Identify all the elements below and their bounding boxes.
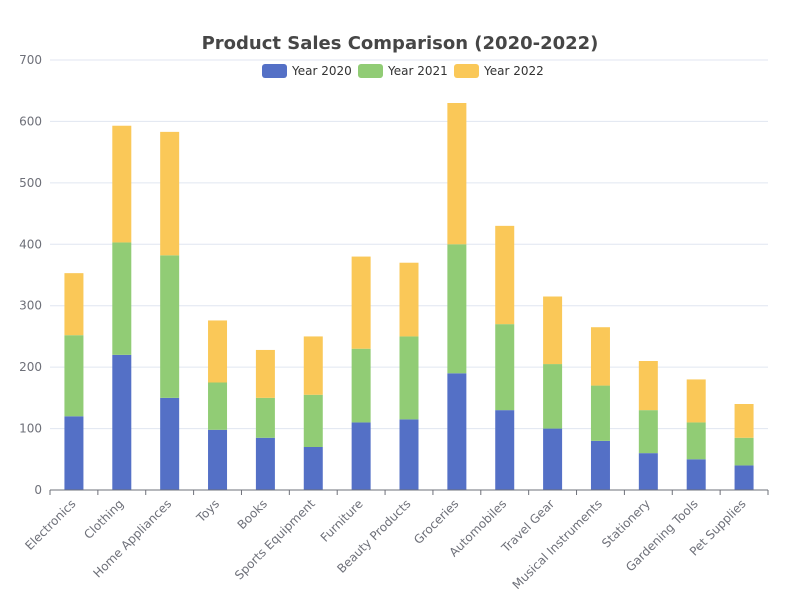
y-tick-label: 700	[19, 53, 42, 67]
bar-year-2021-travel-gear[interactable]	[543, 364, 563, 429]
bar-year-2022-automobiles[interactable]	[495, 225, 515, 325]
bar-year-2022-furniture[interactable]	[351, 256, 371, 349]
bar-year-2022-travel-gear[interactable]	[543, 296, 563, 365]
bar-year-2021-electronics[interactable]	[64, 335, 84, 417]
bar-year-2020-travel-gear[interactable]	[543, 428, 563, 490]
bar-year-2022-toys[interactable]	[208, 320, 228, 383]
y-tick-label: 600	[19, 114, 42, 128]
legend-item-year-2020[interactable]: Year 2020	[262, 64, 352, 78]
x-tick-label: Musical Instruments	[510, 497, 605, 592]
bar-year-2020-books[interactable]	[255, 437, 275, 490]
bar-year-2022-clothing[interactable]	[112, 125, 132, 243]
x-tick-label: Furniture	[318, 497, 366, 545]
y-tick-label: 200	[19, 360, 42, 374]
bar-year-2021-clothing[interactable]	[112, 242, 132, 355]
y-tick-label: 300	[19, 299, 42, 313]
bar-year-2021-furniture[interactable]	[351, 348, 371, 423]
bar-year-2020-stationery[interactable]	[638, 453, 658, 490]
bar-year-2021-books[interactable]	[255, 397, 275, 438]
legend-label: Year 2022	[483, 64, 544, 78]
bar-year-2020-gardening-tools[interactable]	[686, 459, 706, 490]
legend-swatch	[262, 64, 287, 78]
legend-label: Year 2021	[387, 64, 448, 78]
bar-year-2020-clothing[interactable]	[112, 354, 132, 490]
y-tick-label: 100	[19, 422, 42, 436]
bar-year-2021-musical-instruments[interactable]	[590, 385, 610, 441]
y-tick-label: 400	[19, 237, 42, 251]
bar-year-2022-gardening-tools[interactable]	[686, 379, 706, 423]
bar-year-2020-electronics[interactable]	[64, 416, 84, 490]
bar-year-2020-musical-instruments[interactable]	[590, 440, 610, 490]
bar-year-2020-automobiles[interactable]	[495, 410, 515, 490]
legend-label: Year 2020	[291, 64, 352, 78]
x-tick-label: Books	[235, 497, 270, 532]
bar-year-2021-sports-equipment[interactable]	[303, 394, 323, 447]
bar-year-2021-pet-supplies[interactable]	[734, 437, 754, 466]
bar-year-2021-groceries[interactable]	[447, 244, 467, 374]
x-tick-label: Sports Equipment	[232, 496, 318, 582]
bar-year-2022-stationery[interactable]	[638, 361, 658, 411]
x-tick-label: Clothing	[81, 497, 126, 542]
bar-year-2020-groceries[interactable]	[447, 373, 467, 490]
y-axis-tick-labels: 0 100 200 300 400 500 600 700	[19, 53, 42, 497]
bar-year-2022-beauty-products[interactable]	[399, 262, 419, 337]
bar-year-2020-beauty-products[interactable]	[399, 419, 419, 490]
legend-swatch	[358, 64, 383, 78]
bar-year-2022-groceries[interactable]	[447, 103, 467, 245]
x-tick-label: Groceries	[411, 497, 461, 547]
legend-swatch	[454, 64, 479, 78]
x-tick-label: Electronics	[22, 497, 78, 553]
bar-year-2020-furniture[interactable]	[351, 422, 371, 490]
bar-year-2022-sports-equipment[interactable]	[303, 336, 323, 395]
bar-year-2022-musical-instruments[interactable]	[590, 327, 610, 386]
bar-year-2022-electronics[interactable]	[64, 273, 84, 336]
bar-year-2021-gardening-tools[interactable]	[686, 422, 706, 460]
bar-year-2022-pet-supplies[interactable]	[734, 404, 754, 438]
legend-item-year-2022[interactable]: Year 2022	[454, 64, 544, 78]
bar-year-2020-sports-equipment[interactable]	[303, 447, 323, 490]
bar-year-2022-books[interactable]	[255, 349, 275, 398]
legend-item-year-2021[interactable]: Year 2021	[358, 64, 448, 78]
bar-year-2020-toys[interactable]	[208, 429, 228, 490]
bar-year-2020-pet-supplies[interactable]	[734, 465, 754, 490]
legend[interactable]: Year 2020 Year 2021 Year 2022	[262, 64, 544, 78]
bar-year-2020-home-appliances[interactable]	[160, 397, 180, 490]
bar-year-2021-stationery[interactable]	[638, 410, 658, 454]
x-tick-label: Toys	[193, 497, 222, 526]
bar-year-2021-home-appliances[interactable]	[160, 255, 180, 398]
chart-title: Product Sales Comparison (2020-2022)	[202, 33, 599, 54]
x-axis	[49, 489, 769, 495]
bar-year-2021-toys[interactable]	[208, 382, 228, 430]
y-tick-label: 500	[19, 176, 42, 190]
bars	[64, 103, 754, 490]
bar-year-2021-automobiles[interactable]	[495, 324, 515, 411]
bar-year-2022-home-appliances[interactable]	[160, 131, 180, 256]
y-tick-label: 0	[34, 483, 42, 497]
bar-year-2021-beauty-products[interactable]	[399, 336, 419, 420]
